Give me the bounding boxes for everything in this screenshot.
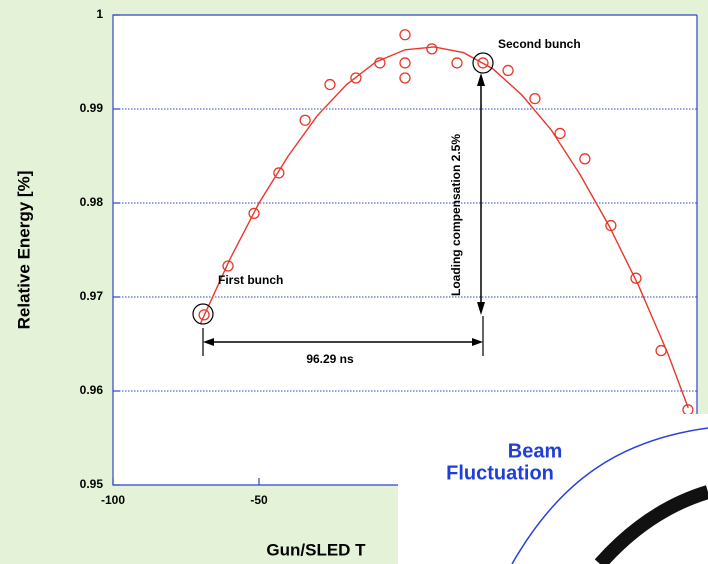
overlay-panel [398, 414, 708, 564]
y-tick-label: 0.97 [80, 289, 104, 303]
highlight-circle [472, 52, 494, 74]
y-tick-label: 0.99 [80, 101, 104, 115]
axes: 0.95 0.96 0.97 0.98 0.99 1 -100 -50 [80, 7, 698, 507]
data-point [426, 43, 438, 55]
y-tick-label: 0.95 [80, 477, 104, 491]
data-point [248, 207, 260, 219]
axis-frame [112, 14, 698, 486]
data-point [399, 72, 411, 84]
fit-line [199, 46, 689, 409]
annotation: Second bunch [498, 37, 581, 51]
annotation: 96.29 ns [306, 352, 354, 366]
x-tick-label: -100 [101, 493, 125, 507]
data-point [350, 72, 362, 84]
data-point [399, 29, 411, 41]
annotation: First bunch [218, 273, 283, 287]
data-point [198, 309, 210, 321]
marks [198, 29, 694, 416]
data-point [477, 57, 489, 69]
plot-area [113, 15, 697, 485]
y-tick-label: 0.98 [80, 195, 104, 209]
y-tick-label: 0.96 [80, 383, 104, 397]
data-point [502, 64, 514, 77]
x-tick-label: -50 [250, 493, 268, 507]
data-point [451, 57, 463, 69]
data-point [299, 114, 311, 126]
data-point [324, 78, 336, 91]
overlay: Beam Fluctuation [398, 414, 708, 564]
data-point [529, 93, 541, 105]
y-axis-label: Relative Energy [%] [14, 171, 33, 330]
data-point [222, 260, 234, 272]
data-point [579, 153, 591, 165]
annotations [192, 52, 494, 356]
annotation: Loading compensation 2.5% [449, 134, 463, 296]
overlay-label: Fluctuation [446, 462, 554, 484]
data-point [554, 127, 566, 140]
x-axis-label: Gun/SLED T [266, 540, 366, 559]
data-point [630, 272, 642, 284]
data-point [399, 57, 411, 69]
data-point [273, 167, 285, 179]
highlight-circle [192, 303, 214, 325]
overlay-label: Beam [508, 440, 562, 462]
y-tick-label: 1 [96, 7, 103, 21]
overlay-arc [594, 485, 708, 564]
overlay-curve [511, 427, 708, 564]
